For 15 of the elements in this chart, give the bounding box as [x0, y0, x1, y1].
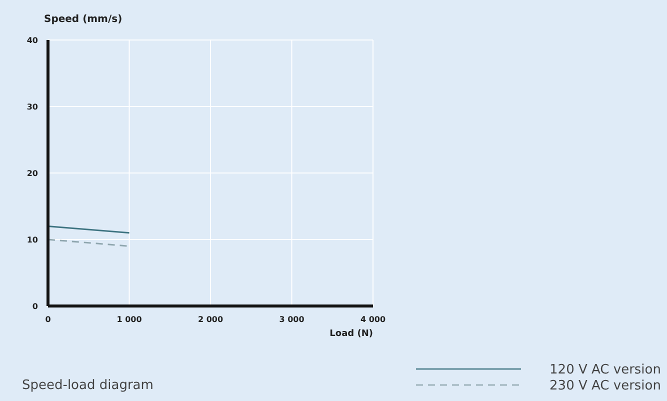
x-axis-title: Load (N)	[330, 329, 373, 339]
y-axis-title: Speed (mm/s)	[44, 14, 122, 25]
text: 120 V AC version	[550, 362, 661, 378]
x-tick-label: 1 000	[116, 315, 142, 324]
x-tick-label: 0	[45, 315, 52, 324]
y-tick-label: 40	[26, 36, 38, 45]
text: 230 V AC version	[550, 378, 661, 394]
x-tick-label: 3 000	[279, 315, 305, 324]
y-tick-label: 20	[26, 168, 38, 178]
y-tick-label: 10	[26, 235, 38, 244]
text: Speed-load diagram	[22, 378, 154, 393]
y-tick-label: 0	[32, 302, 38, 311]
y-tick-label: 30	[26, 102, 38, 112]
x-tick-label: 2 000	[198, 315, 224, 324]
x-tick-label: 4 000	[360, 315, 386, 324]
